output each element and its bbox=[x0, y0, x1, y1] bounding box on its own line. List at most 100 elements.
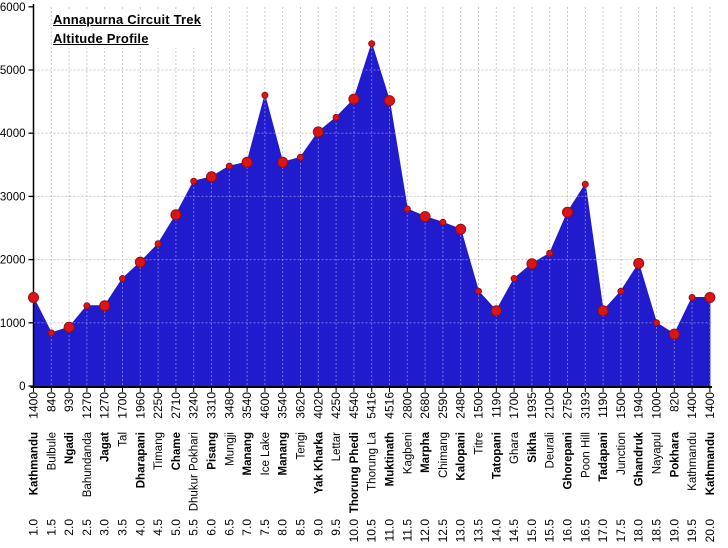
x-place-label: Muktinath bbox=[385, 432, 397, 486]
x-place-label: Tal bbox=[118, 432, 130, 447]
x-place-label: Kathmandu bbox=[687, 432, 699, 491]
x-altitude-label: 1960 bbox=[133, 392, 147, 419]
x-altitude-label: 1400 bbox=[27, 392, 41, 419]
x-altitude-label: 1935 bbox=[525, 392, 539, 419]
data-point-marker bbox=[403, 205, 411, 213]
x-altitude-label: 1500 bbox=[614, 392, 628, 419]
y-tick-label: 1000 bbox=[0, 318, 26, 330]
x-altitude-label: 930 bbox=[62, 392, 76, 412]
x-day-label: 20.0 bbox=[703, 519, 717, 543]
data-point-marker bbox=[297, 153, 304, 161]
data-point-marker bbox=[455, 223, 467, 235]
x-day-label: 15.5 bbox=[543, 519, 557, 543]
x-day-label: 2.0 bbox=[62, 519, 76, 536]
data-point-marker bbox=[63, 321, 75, 333]
x-day-label: 5.0 bbox=[169, 519, 183, 536]
x-day-label: 13.5 bbox=[472, 519, 486, 543]
x-altitude-label: 2710 bbox=[169, 392, 183, 419]
x-place-label: Poon Hill bbox=[580, 432, 592, 478]
data-point-marker bbox=[241, 156, 253, 168]
x-altitude-label: 1190 bbox=[489, 392, 503, 418]
x-day-label: 14.0 bbox=[489, 519, 503, 543]
x-day-label: 10.5 bbox=[365, 519, 379, 543]
x-place-label: Kagbeni bbox=[402, 432, 414, 474]
data-point-marker bbox=[206, 171, 217, 183]
x-altitude-label: 4540 bbox=[347, 392, 361, 419]
x-place-label: Sikha bbox=[527, 431, 539, 462]
x-day-label: 5.5 bbox=[187, 519, 201, 536]
x-place-label: Nayapul bbox=[652, 432, 664, 474]
data-point-marker bbox=[633, 257, 645, 269]
x-place-label: Tatopani bbox=[491, 432, 503, 479]
x-place-label: Lettar bbox=[331, 432, 343, 462]
x-day-label: 18.5 bbox=[650, 519, 664, 543]
chart-subtitle: Altitude Profile bbox=[53, 30, 204, 48]
x-altitude-label: 1400 bbox=[685, 392, 699, 419]
x-altitude-label: 5416 bbox=[365, 392, 379, 419]
x-place-label: Bahundanda bbox=[82, 431, 94, 497]
x-day-label: 2.5 bbox=[80, 519, 94, 536]
x-day-label: 9.0 bbox=[311, 519, 325, 536]
x-place-label: Deurali bbox=[545, 432, 557, 468]
y-tick-label: 4000 bbox=[0, 128, 26, 140]
x-altitude-label: 4250 bbox=[329, 392, 343, 419]
x-day-label: 19.5 bbox=[685, 519, 699, 543]
data-point-marker bbox=[28, 292, 39, 304]
data-point-marker bbox=[510, 275, 518, 283]
data-point-marker bbox=[261, 91, 269, 99]
data-point-marker bbox=[83, 302, 91, 310]
data-point-marker bbox=[419, 211, 431, 223]
x-altitude-label: 3540 bbox=[240, 392, 254, 419]
y-tick-label: 6000 bbox=[0, 2, 26, 14]
data-point-marker bbox=[368, 40, 376, 48]
data-point-marker bbox=[617, 287, 625, 295]
data-point-marker bbox=[312, 126, 324, 138]
x-day-label: 1.0 bbox=[27, 519, 41, 536]
x-place-label: Pisang bbox=[207, 432, 219, 470]
data-point-marker bbox=[562, 206, 573, 218]
x-place-label: Marpha bbox=[420, 431, 432, 473]
x-altitude-label: 2250 bbox=[151, 392, 165, 419]
x-place-label: Dhukur Pokhari bbox=[189, 432, 201, 511]
x-altitude-label: 840 bbox=[44, 392, 58, 412]
data-point-marker bbox=[704, 292, 716, 304]
data-point-marker bbox=[190, 177, 198, 185]
x-altitude-label: 1700 bbox=[116, 392, 130, 419]
data-point-marker bbox=[134, 256, 146, 268]
x-altitude-label: 1270 bbox=[80, 392, 94, 419]
x-place-label: Ice Lake bbox=[260, 432, 272, 475]
data-point-marker bbox=[597, 305, 609, 317]
x-place-label: Pokhara bbox=[669, 431, 681, 477]
data-point-marker bbox=[225, 162, 233, 170]
data-point-marker bbox=[688, 294, 696, 302]
x-altitude-label: 1400 bbox=[703, 392, 717, 419]
x-altitude-label: 2680 bbox=[418, 392, 432, 419]
x-place-label: Chimang bbox=[438, 432, 450, 478]
x-altitude-label: 2750 bbox=[561, 392, 575, 419]
data-point-marker bbox=[277, 156, 289, 168]
data-point-marker bbox=[47, 329, 55, 337]
x-place-label: Tadapani bbox=[598, 432, 610, 482]
x-place-label: Chame bbox=[171, 432, 183, 470]
x-altitude-label: 1500 bbox=[472, 392, 486, 419]
data-point-marker bbox=[384, 95, 395, 107]
x-place-label: Kathmandu bbox=[29, 432, 41, 495]
x-day-label: 9.5 bbox=[329, 519, 343, 536]
x-day-label: 3.5 bbox=[116, 519, 130, 536]
x-place-label: Manang bbox=[278, 432, 290, 475]
data-point-marker bbox=[439, 218, 447, 226]
x-altitude-label: 2480 bbox=[454, 392, 468, 419]
data-point-marker bbox=[526, 258, 538, 270]
x-place-label: Thorung Phedi bbox=[349, 432, 361, 513]
data-point-marker bbox=[348, 93, 360, 105]
x-altitude-label: 4600 bbox=[258, 392, 272, 419]
x-day-label: 17.0 bbox=[596, 519, 610, 543]
x-place-label: Tengi bbox=[296, 432, 308, 460]
x-place-label: Mungji bbox=[224, 432, 236, 466]
x-altitude-label: 2800 bbox=[400, 392, 414, 419]
x-day-label: 19.0 bbox=[667, 519, 681, 543]
x-day-label: 1.5 bbox=[44, 519, 58, 536]
x-day-label: 3.0 bbox=[98, 519, 112, 536]
